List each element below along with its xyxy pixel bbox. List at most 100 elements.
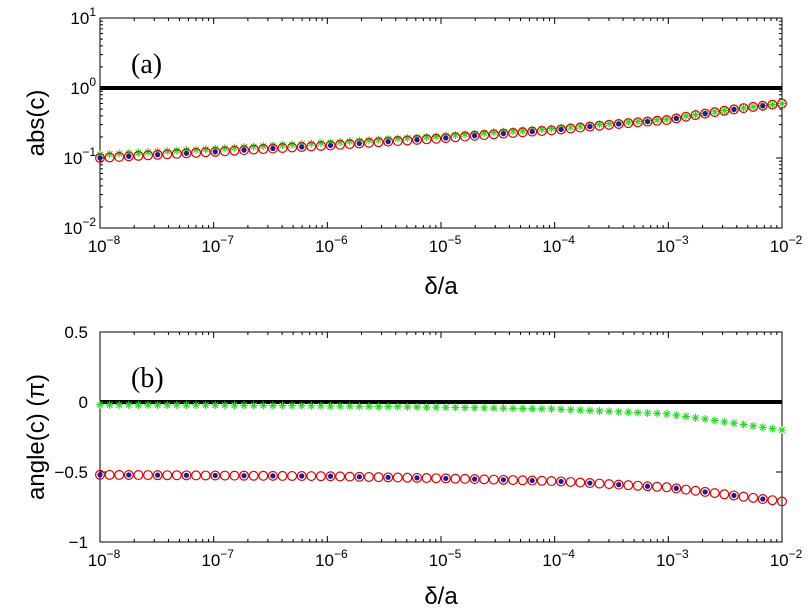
x-tick-label: 10−8 — [88, 233, 121, 256]
data-point — [509, 404, 518, 413]
data-point — [643, 409, 652, 418]
data-point — [700, 108, 711, 119]
data-point — [402, 472, 413, 483]
data-point — [557, 405, 566, 414]
data-point — [258, 470, 269, 481]
series-circle — [94, 469, 787, 507]
x-tick-label: 10−3 — [656, 547, 689, 570]
data-point — [201, 401, 210, 410]
data-point — [183, 472, 190, 478]
data-point — [326, 138, 335, 147]
data-point — [565, 123, 576, 134]
data-point — [584, 478, 595, 489]
data-point — [587, 480, 593, 486]
y-tick-label: 101 — [70, 5, 96, 28]
y-tick-label: 0.5 — [64, 323, 88, 342]
data-point — [547, 124, 556, 133]
data-point — [219, 146, 230, 157]
data-point — [529, 129, 535, 135]
data-point — [460, 473, 471, 484]
data-point — [719, 105, 730, 116]
data-point — [153, 147, 162, 156]
x-tick-label: 10−2 — [770, 547, 803, 570]
data-point — [97, 472, 103, 478]
data-point — [728, 104, 739, 115]
data-point — [661, 115, 672, 126]
data-point — [249, 401, 258, 410]
data-point — [287, 142, 298, 153]
data-point — [680, 111, 691, 122]
data-point — [498, 128, 509, 139]
data-point — [392, 136, 403, 147]
data-point — [614, 407, 623, 416]
data-point — [115, 149, 124, 158]
data-point — [412, 402, 421, 411]
data-point — [720, 417, 729, 426]
data-point — [126, 472, 132, 478]
data-point — [267, 143, 278, 154]
data-point — [212, 472, 218, 479]
data-point — [662, 115, 671, 124]
data-point — [241, 473, 247, 479]
data-point — [383, 472, 394, 483]
x-tick-label: 10−4 — [542, 547, 575, 570]
data-point — [163, 400, 172, 409]
data-point — [230, 401, 239, 410]
data-point — [191, 470, 202, 481]
data-point — [480, 403, 489, 412]
data-point — [297, 140, 306, 149]
data-point — [479, 130, 490, 141]
data-point — [316, 401, 325, 410]
data-point — [758, 423, 767, 432]
data-point — [270, 145, 276, 152]
x-axis-title: δ/a — [424, 583, 458, 610]
data-point — [239, 145, 250, 156]
data-point — [469, 474, 480, 485]
data-point — [605, 119, 614, 128]
data-point — [287, 470, 298, 481]
data-point — [162, 470, 173, 481]
panel-label: (b) — [131, 363, 164, 394]
data-point — [585, 406, 594, 415]
data-point — [575, 122, 586, 133]
data-point — [270, 473, 276, 479]
data-point — [566, 122, 575, 131]
data-point — [325, 471, 336, 482]
axes-box — [99, 17, 783, 229]
data-point — [374, 135, 383, 144]
y-tick-label: −0.5 — [54, 463, 88, 482]
data-point — [575, 477, 586, 488]
data-point — [443, 135, 449, 141]
data-point — [739, 420, 748, 429]
data-point — [652, 115, 663, 126]
data-point — [556, 124, 567, 135]
data-point — [171, 148, 182, 159]
data-point — [385, 139, 391, 145]
data-point — [344, 139, 355, 150]
data-point — [633, 408, 642, 417]
data-point — [373, 472, 384, 483]
data-point — [229, 145, 240, 156]
x-axis: 10−8 10−7 10−6 10−5 10−4 10−3 10−2 — [88, 332, 803, 570]
data-point — [363, 471, 374, 482]
data-point — [527, 475, 538, 486]
data-point — [673, 115, 679, 122]
data-point — [748, 101, 759, 112]
data-point — [230, 143, 239, 152]
data-point — [211, 144, 220, 153]
data-point — [738, 103, 749, 114]
data-point — [451, 403, 460, 412]
x-tick-label: 10−5 — [429, 233, 462, 256]
data-point — [152, 149, 163, 160]
panel-label: (a) — [131, 49, 162, 80]
data-point — [288, 140, 297, 149]
data-point — [760, 496, 766, 502]
data-point — [757, 494, 768, 505]
data-point — [133, 150, 144, 161]
data-point — [653, 115, 662, 124]
data-point — [517, 475, 528, 486]
x-tick-label: 10−6 — [315, 233, 348, 256]
data-point — [558, 126, 564, 133]
data-point — [642, 481, 653, 492]
data-point — [105, 400, 114, 409]
